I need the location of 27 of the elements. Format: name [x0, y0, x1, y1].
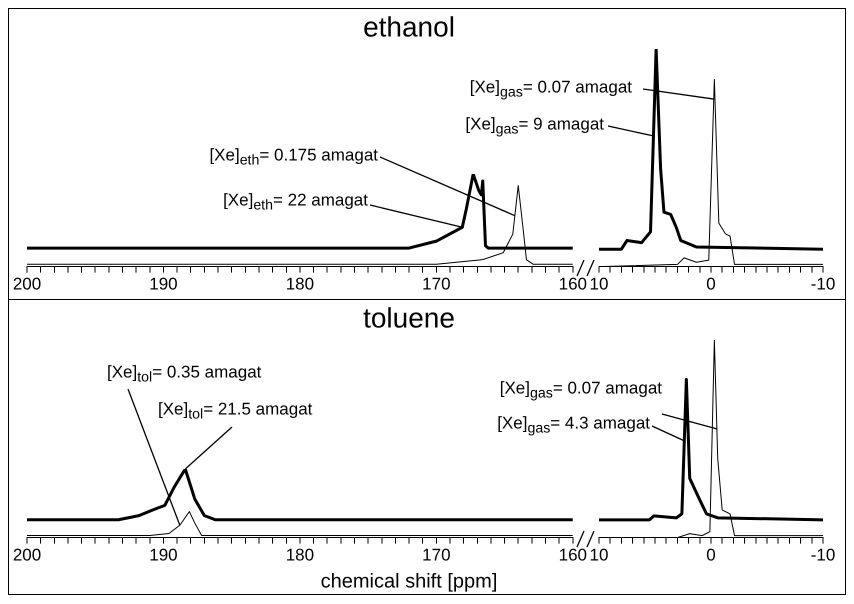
- x-tick-label: 180: [286, 545, 314, 564]
- x-tick-label: 160: [558, 545, 588, 564]
- x-tick-label: 160: [558, 274, 588, 294]
- annotation: [Xe]$_{tol}$= 0.35 amagat: [107, 362, 262, 388]
- annotation: [Xe]$_{tol}$= 21.5 amagat: [158, 399, 312, 425]
- annotation: [Xe]$_{gas}$= 0.07 amagat: [500, 378, 662, 404]
- annotation: [Xe]$_{gas}$= 4.3 amagat: [497, 413, 650, 439]
- chart-title: toluene: [363, 302, 455, 334]
- x-tick-label: 0: [706, 274, 716, 294]
- x-tick-label: -10: [810, 545, 836, 564]
- x-tick-label: 10: [590, 274, 608, 294]
- annotation: [Xe]$_{eth}$= 22 amagat: [223, 190, 368, 216]
- annotation: [Xe]$_{gas}$= 9 amagat: [465, 114, 604, 140]
- annotation: [Xe]$_{eth}$= 0.175 amagat: [209, 145, 378, 171]
- annotation: [Xe]$_{gas}$= 0.07 amagat: [470, 77, 632, 103]
- x-tick-label: 200: [12, 274, 42, 294]
- x-tick-label: 0: [706, 545, 716, 564]
- x-tick-label: 170: [422, 545, 451, 564]
- x-tick-label: 180: [286, 274, 314, 294]
- x-tick-label: 10: [590, 545, 608, 564]
- x-tick-label: 190: [149, 545, 178, 564]
- x-tick-label: 190: [149, 274, 178, 294]
- chart-title: ethanol: [363, 12, 455, 43]
- x-tick-label: 200: [12, 545, 42, 564]
- x-tick-label: 170: [422, 274, 451, 294]
- x-tick-label: -10: [810, 274, 836, 294]
- x-axis-title: chemical shift [ppm]: [320, 570, 498, 593]
